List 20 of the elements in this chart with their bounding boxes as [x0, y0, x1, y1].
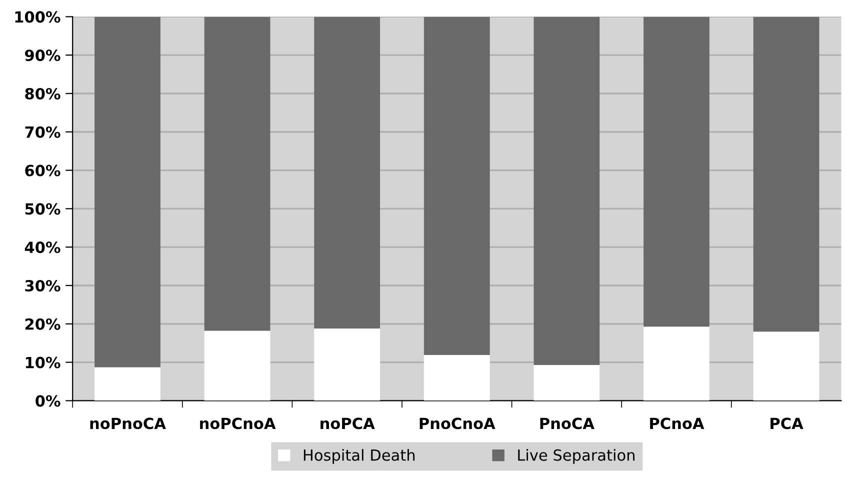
- legend-label: Live Separation: [518, 449, 634, 464]
- y-tick-label: 80%: [25, 88, 60, 100]
- y-tick-label: 100%: [15, 11, 60, 23]
- y-tick-label: 20%: [25, 318, 60, 330]
- y-tick-label: 50%: [25, 203, 60, 215]
- x-tick-label: PCnoA: [650, 418, 704, 430]
- x-tick-label: PCA: [770, 418, 804, 430]
- y-tick-label: 60%: [25, 164, 60, 176]
- y-tick-label: 70%: [25, 126, 60, 138]
- y-tick-label: 30%: [25, 280, 60, 292]
- y-tick-label: 10%: [26, 356, 60, 368]
- x-tick-label: PnoCA: [540, 418, 594, 430]
- y-tick-label: 0%: [36, 395, 60, 407]
- y-tick-label: 40%: [24, 242, 60, 254]
- x-tick-label: noPCnoA: [200, 418, 276, 430]
- y-tick-label: 90%: [25, 50, 60, 62]
- x-tick-label: noPnoCA: [90, 418, 166, 430]
- x-tick-label: noPCA: [320, 418, 375, 430]
- legend-label: Hospital Death: [304, 449, 415, 464]
- x-tick-label: PnoCnoA: [420, 418, 496, 430]
